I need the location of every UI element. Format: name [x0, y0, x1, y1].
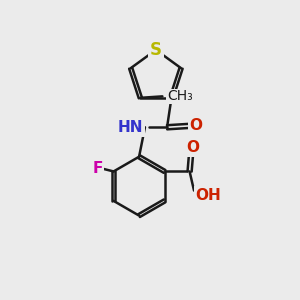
Text: S: S [150, 41, 162, 59]
Text: F: F [92, 161, 103, 176]
Text: CH₃: CH₃ [167, 89, 193, 103]
Text: OH: OH [196, 188, 221, 203]
Text: O: O [189, 118, 203, 133]
Text: O: O [186, 140, 199, 155]
Text: HN: HN [118, 120, 143, 135]
